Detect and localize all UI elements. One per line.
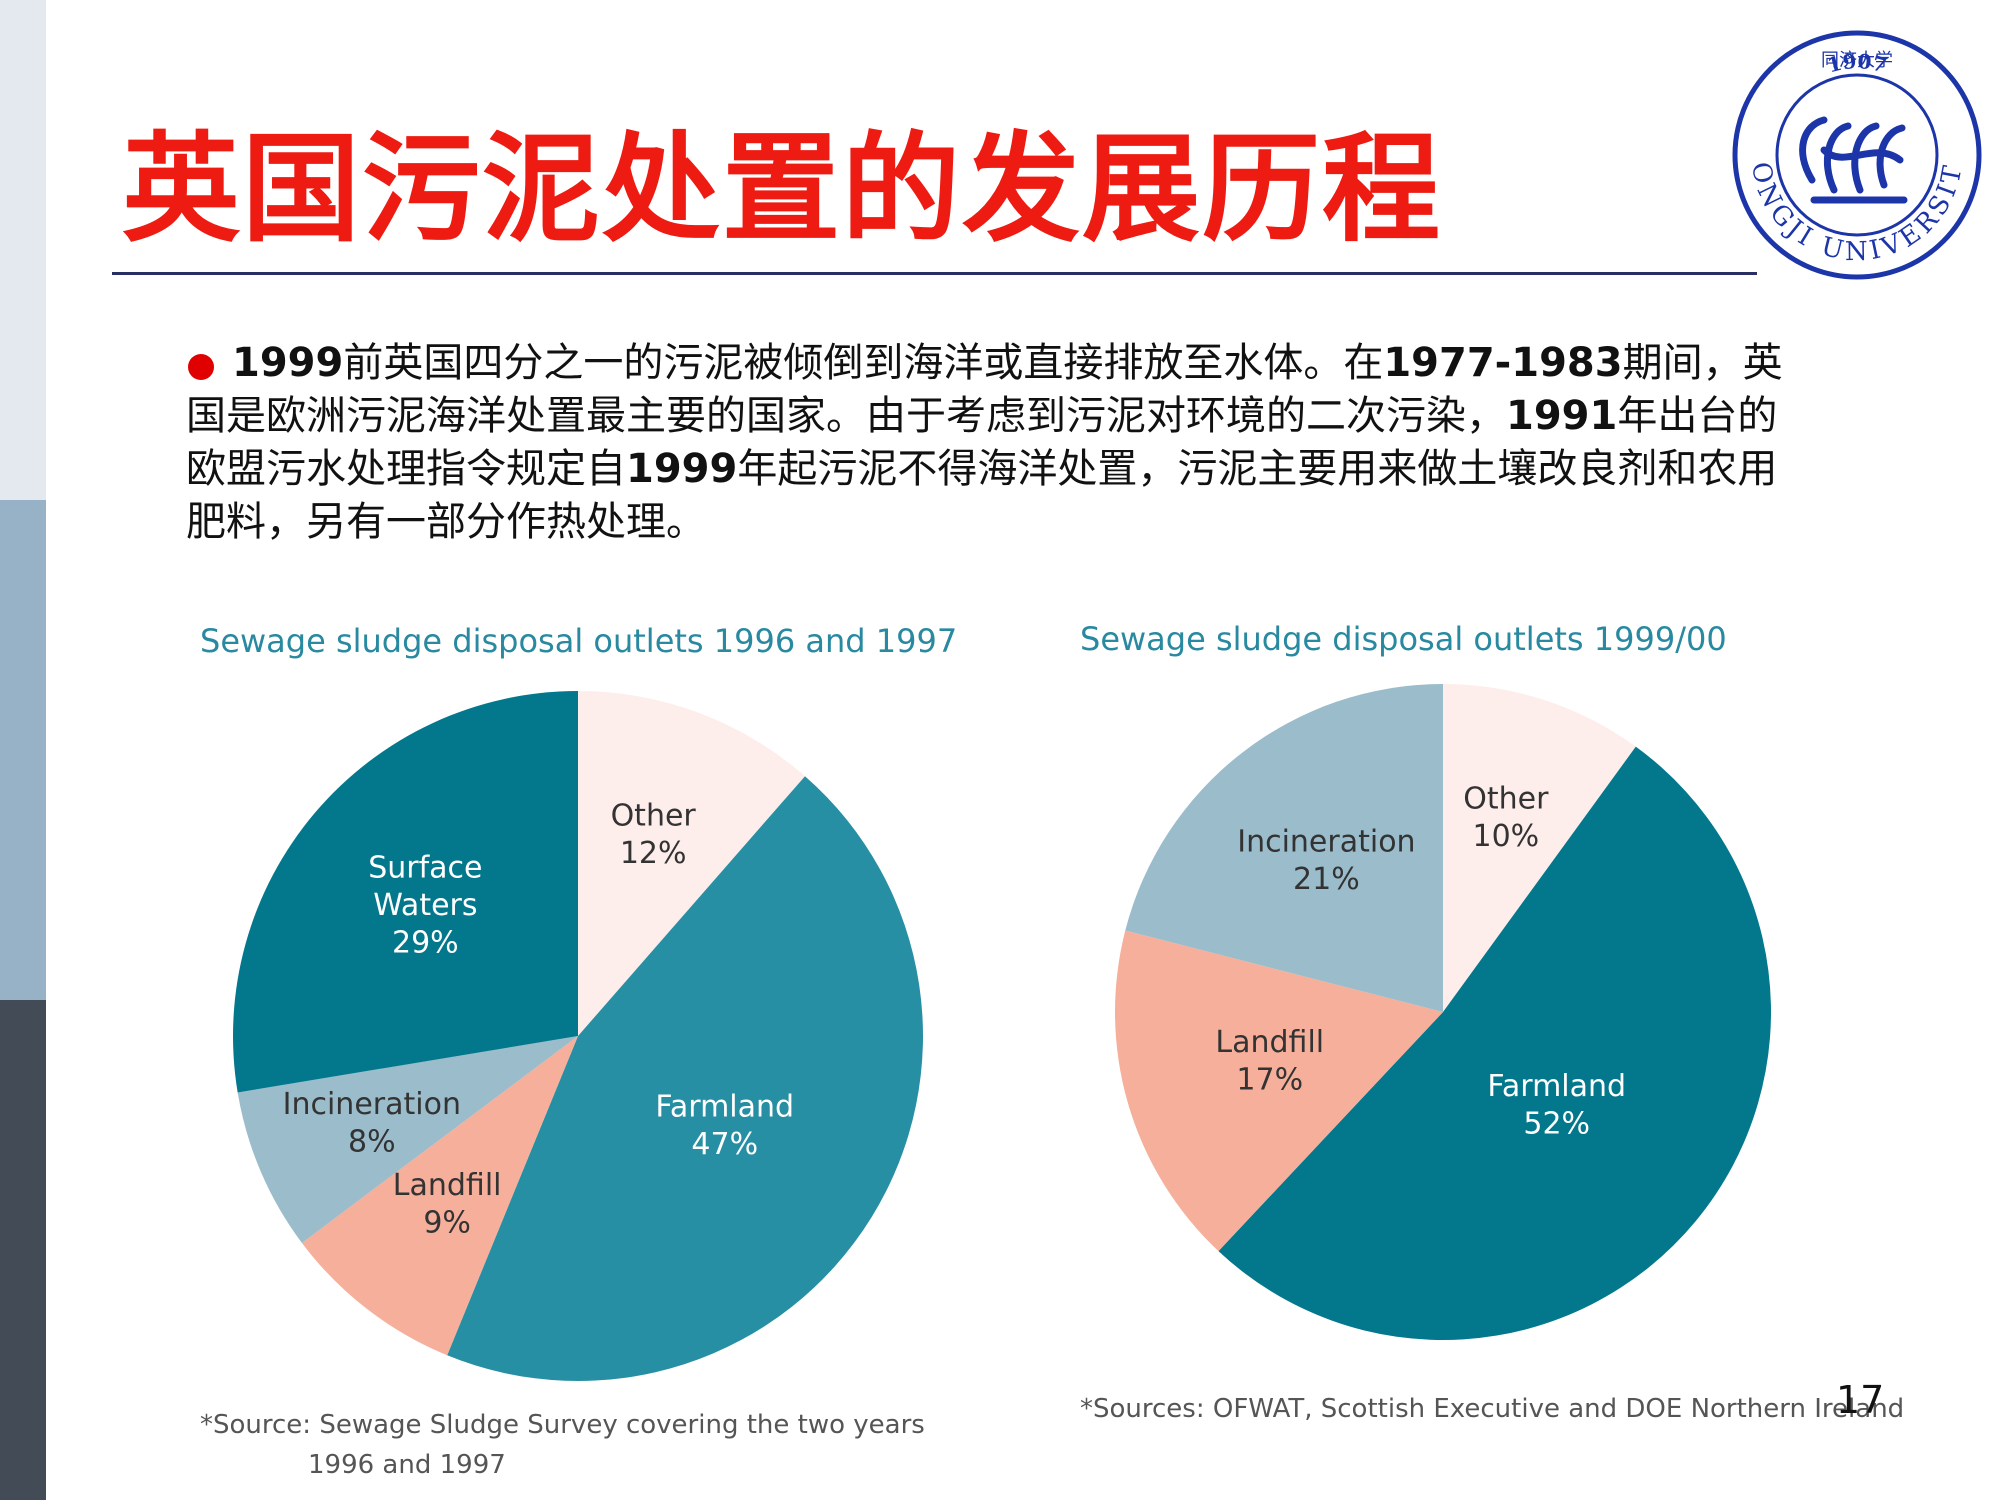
pie-category-label-farmland-1: Farmland [1487,1069,1626,1104]
pie-category-label-farmland-0: Farmland [655,1089,794,1124]
bullet-point-icon [188,354,214,380]
pie-category-label-surface-waters-0: Surface [368,851,482,886]
pie-slice-other-1 [1443,684,1636,1012]
pie-category-label-incineration-1: Incineration [1237,824,1415,859]
slide-title: 英国污泥处置的发展历程 [122,120,1443,258]
bullet-paragraph: 1999前英国四分之一的污泥被倾倒到海洋或直接排放至水体。在1977-1983期… [186,340,1783,545]
pie-value-label-farmland-0: 47% [691,1127,758,1162]
pie-category-label-incineration-0: Incineration [283,1087,461,1122]
pie-slice-incineration-1 [1125,684,1443,1012]
tongji-university-logo: TONGJI UNIVERSITY 1907 同济大学 [1724,30,1982,280]
pie-slice-other-0 [578,691,805,1036]
source-note-1996: *Source: Sewage Sludge Survey covering t… [200,1410,925,1440]
pie-value-label-incineration-0: 8% [348,1124,396,1159]
page-number: 17 [1836,1378,1885,1422]
pie-value-label-other-1: 10% [1472,819,1539,854]
title-divider [112,272,1757,275]
pie-category-label-landfill-0: Landfill [393,1168,502,1203]
pie-slice-farmland-0 [447,776,923,1382]
pie-category-label-landfill-1: Landfill [1215,1025,1324,1060]
pie-slice-farmland-1 [1218,746,1771,1340]
logo-chinese-name: 同济大学 [1821,50,1893,71]
pie-slice-incineration-0 [237,1036,578,1243]
pie-slice-landfill-0 [301,1036,578,1356]
logo-emblem-icon [1799,116,1908,204]
pie-slice-landfill-1 [1115,930,1443,1252]
pie-value-label-incineration-1: 21% [1293,862,1360,897]
pie-value-label-farmland-1: 52% [1523,1106,1590,1141]
chart-title-1999: Sewage sludge disposal outlets 1999/00 [1080,620,1727,658]
side-bar-dark [0,1000,46,1500]
pie-slice-surface-waters-0 [233,691,578,1093]
pie-value-label-landfill-0: 9% [423,1205,471,1240]
pie-category-label-other-1: Other [1463,781,1549,816]
pie-value-label-surface-waters-0: 29% [392,926,459,961]
chart-title-1996: Sewage sludge disposal outlets 1996 and … [200,622,958,660]
side-bar-mid [0,500,46,1000]
pie-value-label-landfill-1: 17% [1236,1063,1303,1098]
pie-value-label-other-0: 12% [620,836,687,871]
source-note-1996-cont: 1996 and 1997 [308,1450,506,1480]
side-bar-light [0,0,46,500]
source-note-1999: *Sources: OFWAT, Scottish Executive and … [1080,1394,1905,1424]
pie-category-label-other-0: Other [611,798,697,833]
pie-category-label-surface-waters-0: Waters [373,888,477,923]
